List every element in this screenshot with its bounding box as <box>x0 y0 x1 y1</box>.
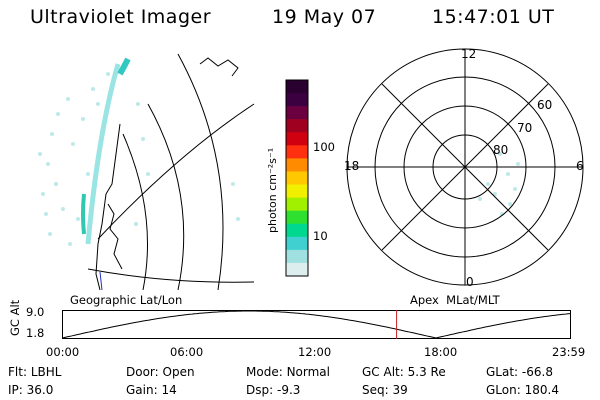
date-label: 19 May 07 <box>272 6 377 28</box>
xtick-18: 18:00 <box>424 345 458 359</box>
dayside-terminator <box>99 271 103 290</box>
instrument-title: Ultraviolet Imager <box>30 6 212 28</box>
mlt-label-12: 12 <box>461 47 476 61</box>
colorbar-segment <box>286 132 308 146</box>
mlt-label-0: 0 <box>466 275 474 289</box>
mlat-label-80: 80 <box>493 143 508 157</box>
altitude-curve <box>62 310 571 339</box>
status-gain: Gain: 14 <box>126 383 177 397</box>
time-label: 15:47:01 UT <box>432 6 555 28</box>
coastline <box>95 57 239 290</box>
altitude-plot <box>62 310 571 339</box>
colorbar-segment <box>286 210 308 225</box>
status-door: Door: Open <box>126 365 195 379</box>
auroral-arc <box>85 63 121 245</box>
status-glat: GLat: -66.8 <box>486 365 553 379</box>
colorbar-segment <box>286 106 308 120</box>
colorbar-segment <box>286 223 308 238</box>
polar-grid <box>346 48 584 286</box>
mlat-label-60: 60 <box>537 98 552 112</box>
colorbar-segment <box>286 236 308 251</box>
altitude-ytick-high: 9.0 <box>26 305 45 319</box>
graticule-lines <box>87 53 255 290</box>
status-flt: Flt: LBHL <box>8 365 62 379</box>
polar-mlt-plot: 12 18 6 0 60 70 80 <box>344 47 584 289</box>
colorbar-segment <box>286 93 308 107</box>
status-dsp: Dsp: -9.3 <box>246 383 301 397</box>
colorbar-segment <box>286 145 308 159</box>
status-seq: Seq: 39 <box>362 383 408 397</box>
colorbar-segment <box>286 158 308 172</box>
colorbar: photon cm⁻²s⁻¹ <box>266 79 309 277</box>
colorbar-segment <box>286 171 308 186</box>
colorbar-segment <box>286 262 308 277</box>
mlt-label-18: 18 <box>344 159 359 173</box>
colorbar-segment <box>286 249 308 264</box>
auroral-bright-spot <box>81 193 86 235</box>
mlt-label-6: 6 <box>576 159 584 173</box>
colorbar-segment <box>286 184 308 199</box>
altitude-plot-frame <box>62 310 571 339</box>
colorbar-tick-10: 10 <box>313 229 328 243</box>
status-glon: GLon: 180.4 <box>486 383 559 397</box>
geographic-label: Geographic Lat/Lon <box>70 293 183 307</box>
apex-label: Apex MLat/MLT <box>410 293 500 307</box>
colorbar-tick-100: 100 <box>313 140 335 154</box>
altitude-ytick-low: 1.8 <box>26 326 45 340</box>
colorbar-frame <box>285 79 309 277</box>
status-gc-alt: GC Alt: 5.3 Re <box>362 365 446 379</box>
colorbar-unit-label: photon cm⁻²s⁻¹ <box>266 148 279 233</box>
xtick-2359: 23:59 <box>552 345 586 359</box>
status-mode: Mode: Normal <box>246 365 330 379</box>
colorbar-segment <box>286 119 308 133</box>
xtick-06: 06:00 <box>170 345 204 359</box>
xtick-00: 00:00 <box>46 345 80 359</box>
geographic-auroral-image <box>38 53 255 290</box>
status-ip: IP: 36.0 <box>8 383 54 397</box>
xtick-12: 12:00 <box>298 345 332 359</box>
colorbar-segment <box>286 80 308 94</box>
polar-aurora-speckle <box>478 152 520 216</box>
mlat-label-70: 70 <box>517 121 532 135</box>
altitude-axis-label: GC Alt <box>8 299 22 336</box>
auroral-bright-spot <box>117 57 131 76</box>
colorbar-segment <box>286 197 308 212</box>
aurora-speckle <box>38 72 240 246</box>
